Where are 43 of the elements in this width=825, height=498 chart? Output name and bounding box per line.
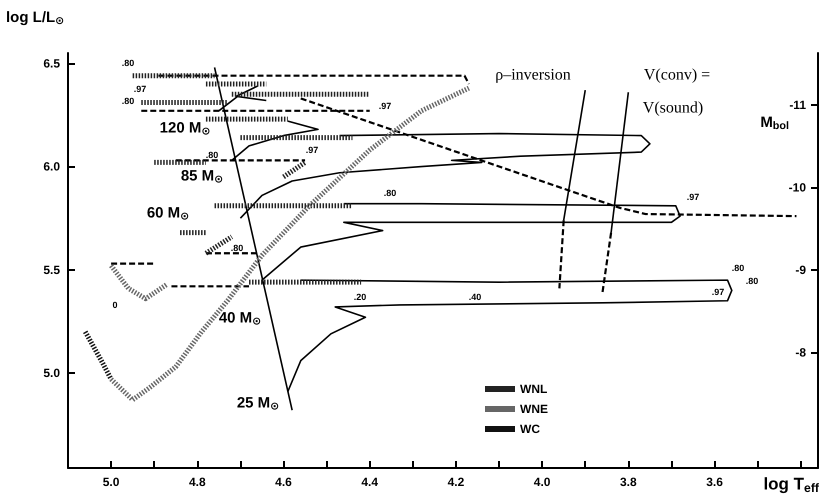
y2-tick-label: -8 xyxy=(795,345,806,360)
legend-label: WNE xyxy=(520,402,548,416)
y2-tick-label: -10 xyxy=(788,180,806,194)
x-tick-label: 4.6 xyxy=(275,475,292,489)
annotation: .97 xyxy=(134,84,146,94)
x-tick-label: 4.8 xyxy=(188,475,206,489)
legend-label: WNL xyxy=(520,382,548,396)
annotation: .80 xyxy=(122,96,134,106)
annotation: .80 xyxy=(206,150,218,160)
x-tick-label: 4.4 xyxy=(361,475,378,489)
annotation: .80 xyxy=(384,188,396,198)
annotation: .80 xyxy=(230,243,244,253)
annotation: .80 xyxy=(732,263,744,273)
annotation: 120 M⊙ xyxy=(160,120,210,138)
annotation: 60 M⊙ xyxy=(146,204,190,222)
annotation: V(conv) = xyxy=(644,66,710,84)
y-tick-label: 5.5 xyxy=(43,262,60,277)
y-tick-label: 5.0 xyxy=(43,366,60,380)
y2-tick-label: -9 xyxy=(795,262,806,277)
annotation: V(sound) xyxy=(642,100,704,116)
y2-tick-label: -11 xyxy=(789,98,806,112)
annotation: .80 xyxy=(746,276,758,286)
y-tick-label: 6.0 xyxy=(43,160,60,174)
legend-label: WC xyxy=(520,422,540,436)
x-tick-label: 4.2 xyxy=(448,475,465,489)
annotation: .97 xyxy=(306,145,318,155)
annotation: ρ–inversion xyxy=(495,66,571,84)
annotation: .97 xyxy=(712,287,724,297)
x-tick-label: 4.0 xyxy=(534,475,551,489)
annotation: .80 xyxy=(122,58,134,68)
annotation: 0 xyxy=(112,300,118,310)
annotation: 25 M⊙ xyxy=(236,394,280,412)
x-tick-label: 5.0 xyxy=(102,475,120,489)
y-tick-label: 6.5 xyxy=(43,56,60,70)
annotation: .97 xyxy=(686,192,700,202)
annotation: .97 xyxy=(378,101,392,111)
annotation: .20 xyxy=(354,292,366,302)
annotation: 40 M⊙ xyxy=(218,310,262,328)
annotation: .40 xyxy=(468,292,482,302)
y-axis-title: log L/L⊙ xyxy=(6,9,64,27)
x-tick-label: 3.6 xyxy=(706,475,724,489)
x-tick-label: 3.8 xyxy=(620,475,638,489)
annotation: 85 M⊙ xyxy=(180,168,224,186)
